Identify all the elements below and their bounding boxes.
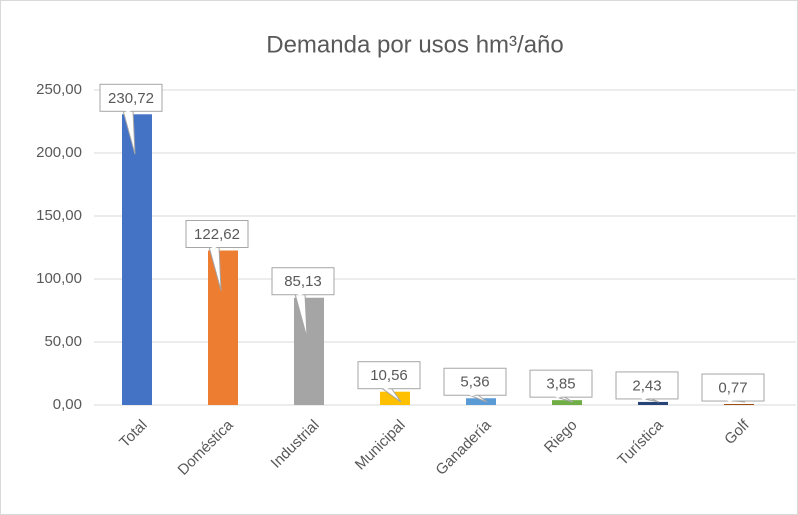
label-box bbox=[529, 369, 593, 398]
data-label: 10,56 bbox=[370, 367, 408, 384]
bar bbox=[638, 401, 668, 405]
label-box bbox=[443, 367, 507, 396]
data-label: 85,13 bbox=[284, 273, 322, 290]
bar bbox=[466, 398, 496, 405]
chart-title: Demanda por usos hm³/año bbox=[266, 31, 564, 58]
data-label: 0,77 bbox=[718, 379, 747, 396]
label-box bbox=[271, 267, 335, 296]
label-box bbox=[185, 219, 249, 248]
label-pointer-join bbox=[554, 396, 562, 399]
y-tick-label: 100,00 bbox=[36, 270, 82, 287]
y-tick-label: 250,00 bbox=[36, 81, 82, 98]
y-tick-label: 150,00 bbox=[36, 207, 82, 224]
label-box bbox=[357, 361, 421, 390]
data-label: 3,85 bbox=[546, 376, 575, 393]
bar bbox=[294, 297, 324, 405]
bar bbox=[552, 400, 582, 405]
y-tick-label: 200,00 bbox=[36, 144, 82, 161]
label-pointer-join bbox=[124, 110, 132, 113]
y-tick-label: 0,00 bbox=[53, 396, 82, 413]
label-pointer-join bbox=[210, 246, 218, 249]
label-pointer-join bbox=[468, 394, 476, 397]
label-box bbox=[701, 373, 765, 402]
label-box bbox=[99, 83, 163, 112]
label-pointer-join bbox=[382, 387, 390, 390]
label-box bbox=[615, 371, 679, 400]
bar bbox=[122, 114, 152, 406]
data-label: 122,62 bbox=[194, 226, 240, 243]
bar bbox=[380, 391, 410, 405]
label-pointer-join bbox=[296, 293, 304, 296]
bar bbox=[724, 404, 754, 405]
data-label: 230,72 bbox=[108, 90, 154, 107]
data-label: 2,43 bbox=[632, 377, 661, 394]
bar bbox=[208, 250, 238, 405]
y-tick-label: 50,00 bbox=[44, 333, 82, 350]
data-label: 5,36 bbox=[460, 374, 489, 391]
label-pointer-join bbox=[726, 400, 734, 403]
label-pointer-join bbox=[640, 397, 648, 400]
